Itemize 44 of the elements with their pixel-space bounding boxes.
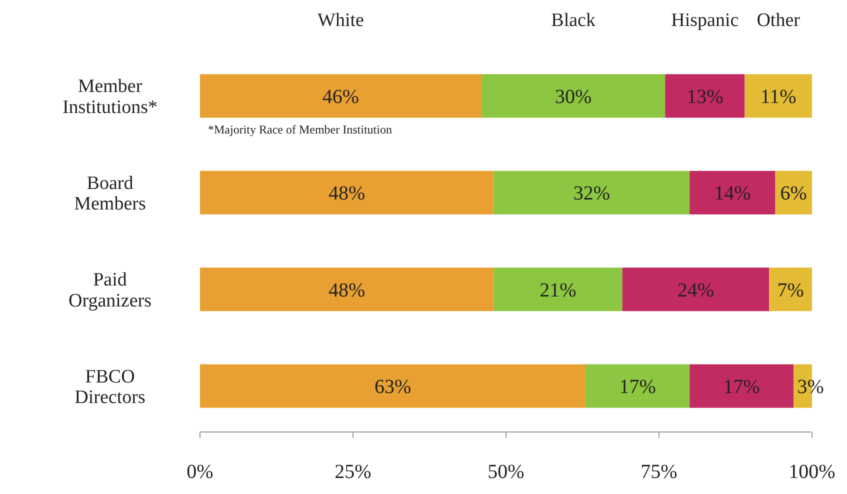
- bar: [665, 74, 745, 118]
- bar: [200, 268, 494, 312]
- bar: [200, 364, 586, 408]
- bar: [200, 74, 482, 118]
- data-label: 14%: [714, 182, 751, 205]
- x-tick-label: 0%: [186, 461, 214, 483]
- bar: [494, 170, 690, 214]
- data-label: 48%: [328, 279, 366, 302]
- data-label: 30%: [554, 86, 592, 108]
- data-label: 24%: [677, 279, 714, 302]
- data-label: 21%: [540, 279, 576, 302]
- bar: [200, 170, 494, 214]
- x-tick-label: 25%: [334, 461, 372, 483]
- bar: [775, 170, 812, 214]
- text: Hispanic: [671, 10, 739, 31]
- bar: [690, 170, 776, 214]
- data-label: 17%: [619, 376, 656, 398]
- data-label: 11%: [760, 86, 796, 108]
- bar: [586, 364, 690, 408]
- y-tick-label: Paid Organizers: [68, 270, 152, 312]
- data-label: 63%: [374, 376, 412, 398]
- y-tick-label: Member Institutions*: [62, 76, 158, 118]
- annotation: *Majority Race of Member Institution: [208, 122, 392, 137]
- x-tick-label: 50%: [488, 461, 524, 483]
- x-tick-label: 75%: [640, 461, 678, 483]
- data-label: 48%: [328, 182, 366, 205]
- y-tick-label: Board Members: [74, 172, 146, 215]
- bar: [482, 74, 666, 118]
- data-label: 6%: [780, 182, 807, 205]
- bar: [494, 268, 622, 312]
- x-tick-label: 100%: [788, 461, 836, 483]
- bar: [622, 268, 770, 312]
- data-label: 17%: [723, 376, 760, 398]
- data-label: 13%: [686, 86, 724, 108]
- bar: [769, 268, 812, 312]
- bar: [744, 74, 812, 118]
- text: White: [318, 10, 364, 31]
- bar: [690, 364, 794, 408]
- data-label: 46%: [322, 86, 360, 108]
- text: Other: [756, 10, 801, 31]
- data-label: 32%: [573, 182, 610, 205]
- text: Black: [551, 10, 596, 31]
- data-label: 7%: [777, 279, 804, 302]
- y-tick-label: FBCO Directors: [74, 366, 146, 408]
